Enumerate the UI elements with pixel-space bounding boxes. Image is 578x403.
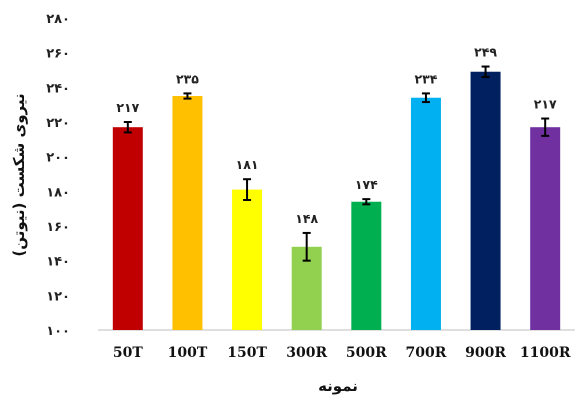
bar-50T <box>112 127 143 330</box>
x-tick-label: 50T <box>113 345 143 361</box>
data-label: ۲۱۷ <box>116 100 139 115</box>
x-tick-label: 1100R <box>520 345 571 361</box>
data-label: ۱۸۱ <box>236 157 259 172</box>
error-bar <box>183 92 192 100</box>
y-tick-label: ۱۲۰ <box>46 289 70 304</box>
error-bar <box>481 65 490 78</box>
y-tick-label: ۲۰۰ <box>46 151 70 166</box>
x-tick-label: 900R <box>465 345 506 361</box>
x-tick-label: 700R <box>406 345 447 361</box>
bar-150T <box>232 189 263 330</box>
error-bar <box>541 117 550 137</box>
bar-900R <box>470 71 501 330</box>
bar-1100R <box>530 127 561 330</box>
x-tick-label: 500R <box>346 345 387 361</box>
y-tick-label: ۲۴۰ <box>46 81 70 96</box>
error-bar <box>421 92 430 104</box>
error-bar <box>123 121 132 134</box>
data-label: ۲۱۷ <box>534 97 557 112</box>
y-tick-label: ۱۴۰ <box>46 255 70 270</box>
x-tick-label: 300R <box>286 345 327 361</box>
bar-500R <box>351 201 382 330</box>
y-axis-ticks: ۱۰۰ ۱۲۰ ۱۴۰ ۱۶۰ ۱۸۰ ۲۰۰ ۲۲۰ ۲۴۰ ۲۶۰ ۲۸۰ <box>46 12 70 339</box>
x-axis-label: نمونه <box>318 377 358 395</box>
y-tick-label: ۲۲۰ <box>46 116 70 131</box>
error-bar <box>243 178 252 201</box>
data-label: ۲۴۹ <box>474 45 497 60</box>
y-tick-label: ۱۸۰ <box>46 185 70 200</box>
y-tick-label: ۲۸۰ <box>46 12 70 27</box>
data-label: ۲۳۴ <box>414 71 437 86</box>
data-label: ۲۳۵ <box>176 71 199 86</box>
x-tick-label: 150T <box>227 345 267 361</box>
x-axis-categories: 50T 100T 150T 300R 500R 700R 900R 1100R <box>113 345 571 361</box>
error-bars <box>123 65 550 262</box>
error-bar <box>362 198 371 206</box>
x-tick-label: 100T <box>168 345 208 361</box>
data-label: ۱۷۴ <box>355 177 378 192</box>
bars <box>112 71 561 330</box>
data-label: ۱۴۸ <box>295 211 318 226</box>
y-axis-label: نیروی شکست (نیوتن) <box>10 93 28 256</box>
y-tick-label: ۱۶۰ <box>46 220 70 235</box>
y-tick-label: ۱۰۰ <box>46 324 70 339</box>
bar-700R <box>410 97 441 330</box>
y-tick-label: ۲۶۰ <box>46 47 70 62</box>
error-bar <box>302 231 311 262</box>
bar-100T <box>172 96 203 330</box>
data-labels: ۲۱۷ ۲۳۵ ۱۸۱ ۱۴۸ ۱۷۴ ۲۳۴ ۲۴۹ ۲۱۷ <box>116 45 557 226</box>
